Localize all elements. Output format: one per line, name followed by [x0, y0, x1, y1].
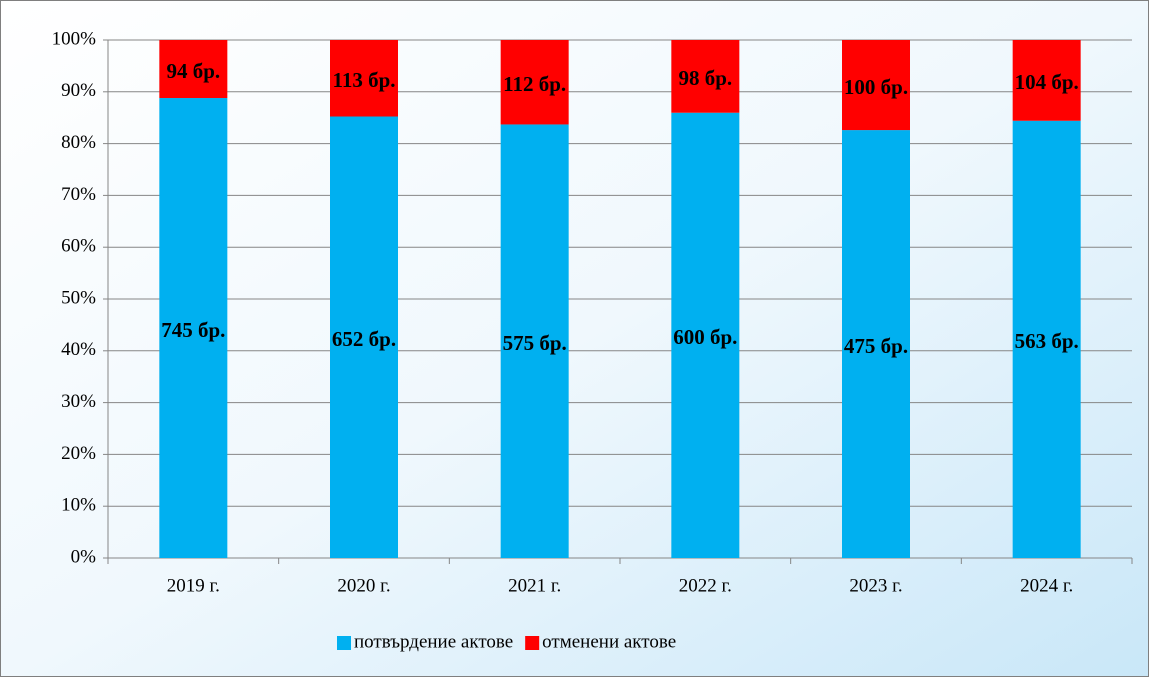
bar-segment	[1012, 120, 1081, 559]
legend-label: отменени актове	[542, 631, 676, 652]
x-tick-label: 2019 г.	[167, 575, 220, 596]
y-tick-label: 70%	[61, 184, 96, 205]
bar-segment	[671, 112, 740, 559]
bar-segment	[500, 124, 569, 558]
bar-segment	[842, 130, 910, 558]
x-tick-label: 2024 г.	[1020, 575, 1073, 596]
y-tick-label: 100%	[52, 28, 97, 49]
bar-segment	[159, 98, 228, 558]
data-label: 98 бр.	[678, 66, 732, 90]
data-label: 600 бр.	[673, 325, 737, 349]
data-label: 475 бр.	[844, 334, 908, 358]
legend-swatch	[525, 636, 540, 650]
data-label: 575 бр.	[503, 331, 567, 355]
bar-segment	[330, 116, 398, 559]
y-tick-label: 30%	[61, 391, 96, 412]
data-label: 563 бр.	[1015, 329, 1079, 353]
data-label: 104 бр.	[1015, 70, 1079, 94]
y-tick-label: 50%	[61, 287, 96, 308]
y-tick-label: 20%	[61, 443, 96, 464]
x-tick-label: 2021 г.	[508, 575, 561, 596]
y-tick-label: 40%	[61, 339, 96, 360]
legend-label: потвърдение актове	[354, 631, 513, 652]
data-label: 100 бр.	[844, 75, 908, 99]
bar-segment	[159, 40, 228, 99]
y-tick-label: 0%	[71, 546, 97, 567]
bar-segment	[330, 40, 398, 117]
data-label: 652 бр.	[332, 327, 396, 351]
bar-segment	[671, 40, 740, 113]
y-tick-label: 80%	[61, 132, 96, 153]
x-tick-label: 2023 г.	[849, 575, 902, 596]
y-tick-label: 90%	[61, 80, 96, 101]
legend-swatch	[337, 636, 351, 650]
y-tick-label: 60%	[61, 236, 96, 257]
x-tick-label: 2022 г.	[679, 575, 732, 596]
x-tick-label: 2020 г.	[337, 575, 390, 596]
data-label: 94 бр.	[166, 59, 220, 83]
y-tick-label: 10%	[61, 495, 96, 516]
bar-segment	[500, 40, 569, 125]
bar-segment	[1012, 40, 1081, 121]
data-label: 745 бр.	[161, 318, 225, 342]
bar-segment	[842, 40, 910, 131]
data-label: 112 бр.	[503, 72, 566, 96]
data-label: 113 бр.	[332, 68, 395, 92]
